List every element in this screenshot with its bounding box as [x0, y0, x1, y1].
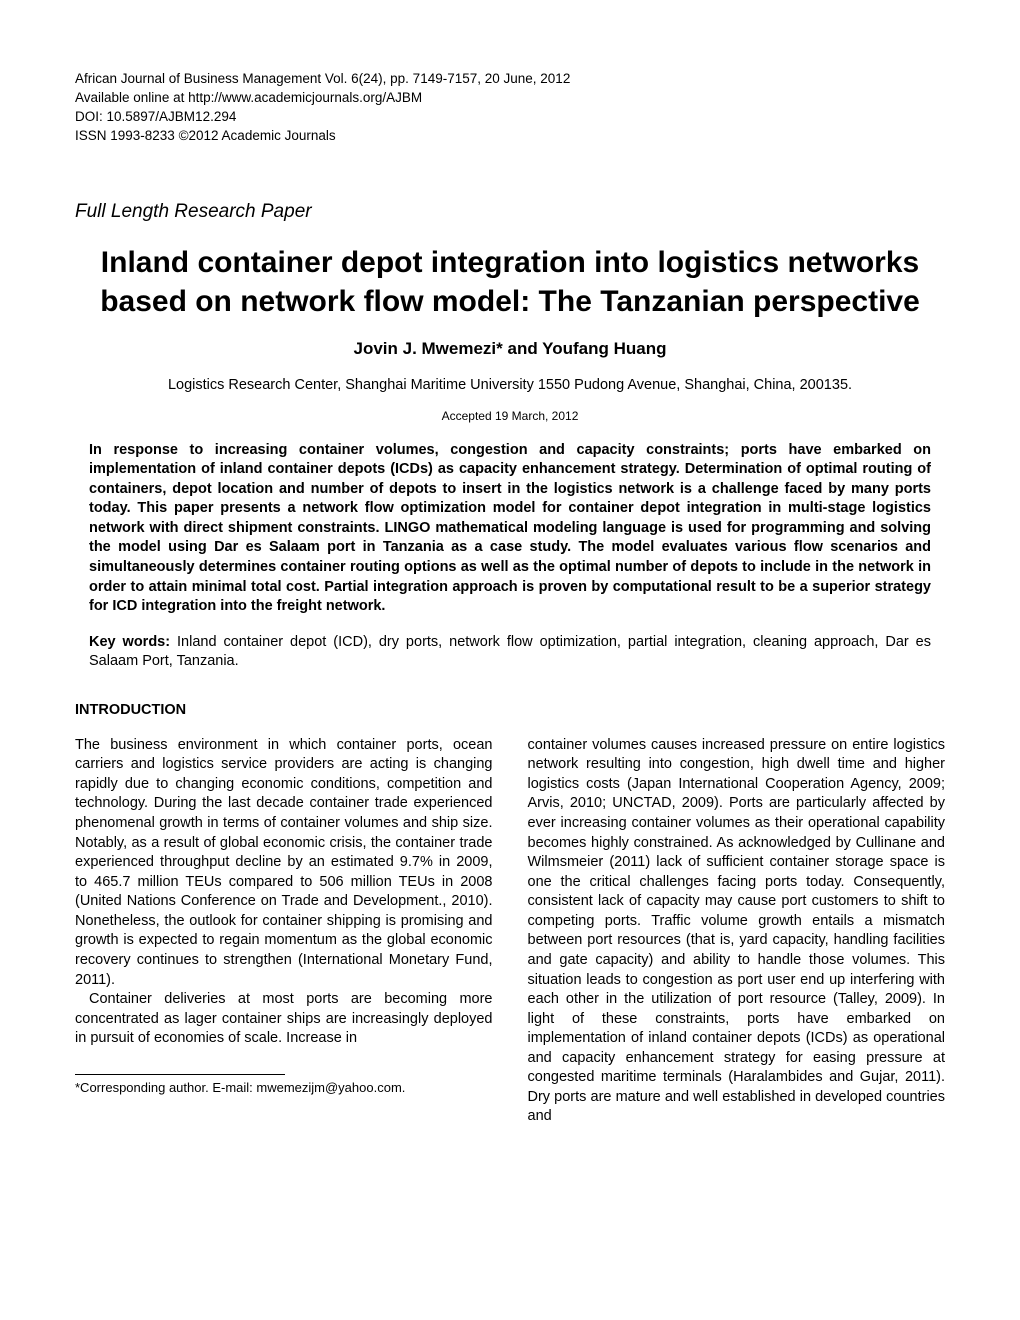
journal-line: ISSN 1993-8233 ©2012 Academic Journals — [75, 127, 945, 146]
accepted-date: Accepted 19 March, 2012 — [75, 409, 945, 423]
journal-line: African Journal of Business Management V… — [75, 70, 945, 89]
section-heading-introduction: INTRODUCTION — [75, 702, 945, 718]
paper-type: Full Length Research Paper — [75, 201, 945, 223]
paper-title: Inland container depot integration into … — [75, 243, 945, 321]
affiliation: Logistics Research Center, Shanghai Mari… — [75, 377, 945, 393]
body-paragraph: Container deliveries at most ports are b… — [75, 990, 493, 1049]
column-left: The business environment in which contai… — [75, 736, 493, 1127]
keywords-label: Key words: — [89, 634, 170, 650]
body-paragraph: container volumes causes increased press… — [528, 736, 946, 1127]
journal-header: African Journal of Business Management V… — [75, 70, 945, 146]
column-right: container volumes causes increased press… — [528, 736, 946, 1127]
footnote: *Corresponding author. E-mail: mwemezijm… — [75, 1079, 493, 1097]
body-columns: The business environment in which contai… — [75, 736, 945, 1127]
authors: Jovin J. Mwemezi* and Youfang Huang — [75, 339, 945, 359]
journal-line: Available online at http://www.academicj… — [75, 89, 945, 108]
abstract: In response to increasing container volu… — [89, 441, 931, 617]
journal-line: DOI: 10.5897/AJBM12.294 — [75, 108, 945, 127]
keywords-text: Inland container depot (ICD), dry ports,… — [89, 634, 931, 670]
body-paragraph: The business environment in which contai… — [75, 736, 493, 990]
keywords: Key words: Inland container depot (ICD),… — [89, 633, 931, 672]
footnote-rule — [75, 1074, 285, 1075]
